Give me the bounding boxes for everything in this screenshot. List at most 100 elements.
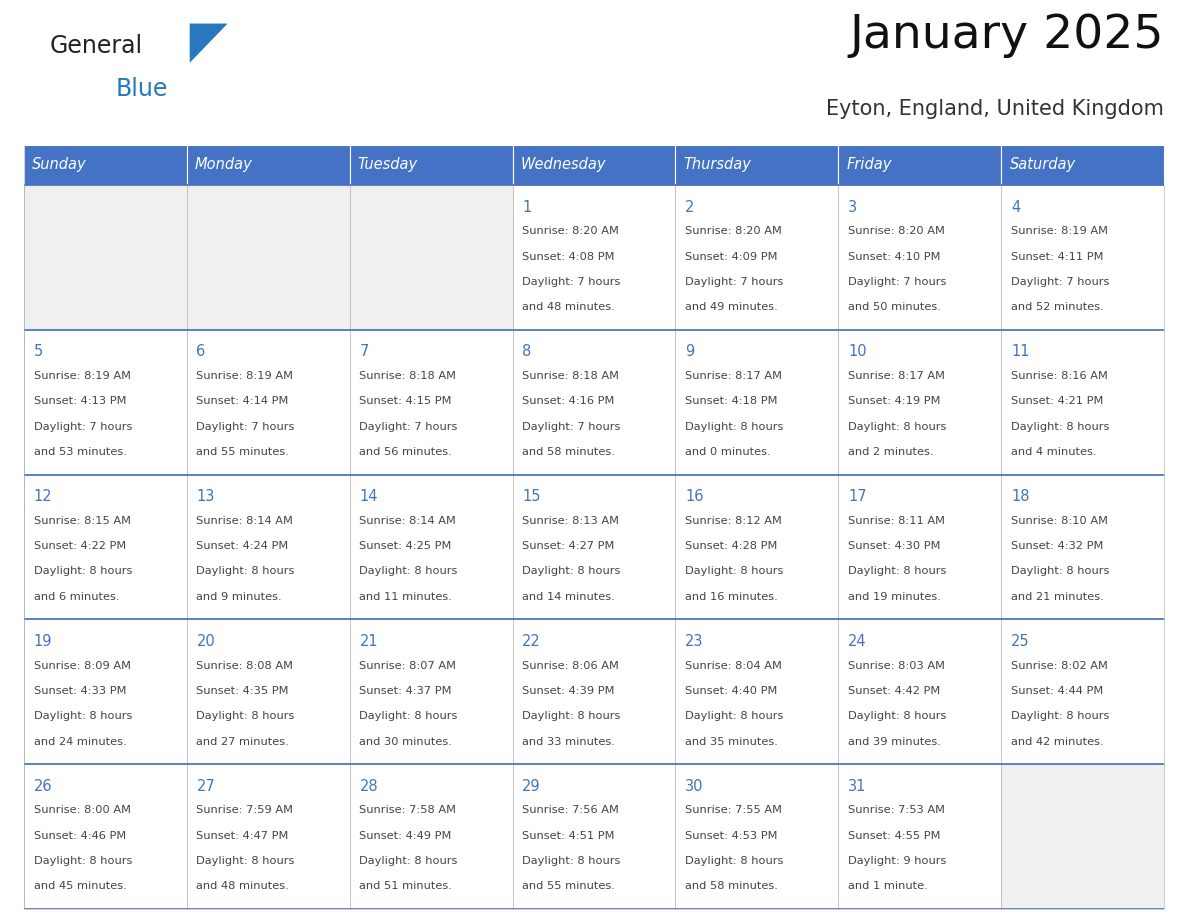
Text: Sunset: 4:51 PM: Sunset: 4:51 PM: [523, 831, 615, 841]
Text: Sunday: Sunday: [32, 157, 87, 173]
Text: 30: 30: [685, 778, 703, 793]
Text: Sunrise: 8:20 AM: Sunrise: 8:20 AM: [685, 227, 782, 236]
Bar: [349, 185, 512, 330]
Text: 25: 25: [1011, 633, 1030, 649]
Text: 20: 20: [196, 633, 215, 649]
Text: Sunset: 4:32 PM: Sunset: 4:32 PM: [1011, 542, 1104, 551]
Text: Daylight: 8 hours: Daylight: 8 hours: [33, 711, 132, 722]
Text: and 56 minutes.: and 56 minutes.: [360, 447, 453, 457]
Bar: [349, 764, 512, 909]
Bar: [24, 764, 187, 909]
Bar: [839, 145, 1001, 185]
Text: 26: 26: [33, 778, 52, 793]
Text: Daylight: 8 hours: Daylight: 8 hours: [523, 566, 620, 577]
Text: and 4 minutes.: and 4 minutes.: [1011, 447, 1097, 457]
Text: Daylight: 8 hours: Daylight: 8 hours: [685, 711, 784, 722]
Text: 29: 29: [523, 778, 541, 793]
Text: Daylight: 8 hours: Daylight: 8 hours: [1011, 566, 1110, 577]
Text: Daylight: 7 hours: Daylight: 7 hours: [196, 421, 295, 431]
Text: Daylight: 8 hours: Daylight: 8 hours: [848, 711, 947, 722]
Text: and 1 minute.: and 1 minute.: [848, 881, 928, 891]
Bar: [24, 330, 187, 475]
Text: Daylight: 8 hours: Daylight: 8 hours: [523, 711, 620, 722]
Text: Sunset: 4:13 PM: Sunset: 4:13 PM: [33, 397, 126, 407]
Text: Sunrise: 8:18 AM: Sunrise: 8:18 AM: [360, 371, 456, 381]
Bar: [676, 330, 839, 475]
Text: Sunrise: 8:00 AM: Sunrise: 8:00 AM: [33, 805, 131, 815]
Text: Blue: Blue: [115, 77, 168, 101]
Bar: [512, 764, 676, 909]
Text: and 49 minutes.: and 49 minutes.: [685, 302, 778, 312]
Bar: [1001, 145, 1164, 185]
Text: Sunrise: 8:08 AM: Sunrise: 8:08 AM: [196, 661, 293, 670]
Text: and 55 minutes.: and 55 minutes.: [523, 881, 615, 891]
Text: Daylight: 8 hours: Daylight: 8 hours: [360, 711, 457, 722]
Text: and 42 minutes.: and 42 minutes.: [1011, 736, 1104, 746]
Text: Sunrise: 8:14 AM: Sunrise: 8:14 AM: [196, 516, 293, 526]
Bar: [512, 620, 676, 764]
Text: Daylight: 8 hours: Daylight: 8 hours: [1011, 421, 1110, 431]
Text: and 9 minutes.: and 9 minutes.: [196, 592, 282, 602]
Text: Sunrise: 8:02 AM: Sunrise: 8:02 AM: [1011, 661, 1108, 670]
Text: and 14 minutes.: and 14 minutes.: [523, 592, 615, 602]
Bar: [512, 330, 676, 475]
Text: 24: 24: [848, 633, 867, 649]
Text: 12: 12: [33, 489, 52, 504]
Text: and 33 minutes.: and 33 minutes.: [523, 736, 615, 746]
Text: Daylight: 7 hours: Daylight: 7 hours: [848, 277, 947, 287]
Text: Sunrise: 8:17 AM: Sunrise: 8:17 AM: [685, 371, 782, 381]
Text: 14: 14: [360, 489, 378, 504]
Text: and 0 minutes.: and 0 minutes.: [685, 447, 771, 457]
Text: Sunrise: 8:13 AM: Sunrise: 8:13 AM: [523, 516, 619, 526]
Text: Monday: Monday: [195, 157, 253, 173]
Text: Sunrise: 8:09 AM: Sunrise: 8:09 AM: [33, 661, 131, 670]
Bar: [349, 475, 512, 620]
Text: 11: 11: [1011, 344, 1030, 359]
Text: Daylight: 8 hours: Daylight: 8 hours: [685, 421, 784, 431]
Text: and 51 minutes.: and 51 minutes.: [360, 881, 453, 891]
Text: 3: 3: [848, 199, 858, 215]
Text: Daylight: 7 hours: Daylight: 7 hours: [1011, 277, 1110, 287]
Text: Thursday: Thursday: [683, 157, 752, 173]
Text: 27: 27: [196, 778, 215, 793]
Bar: [24, 185, 187, 330]
Bar: [1001, 620, 1164, 764]
Text: and 48 minutes.: and 48 minutes.: [523, 302, 615, 312]
Text: 1: 1: [523, 199, 531, 215]
Text: Saturday: Saturday: [1010, 157, 1075, 173]
Text: Daylight: 8 hours: Daylight: 8 hours: [196, 566, 295, 577]
Text: and 58 minutes.: and 58 minutes.: [685, 881, 778, 891]
Text: 15: 15: [523, 489, 541, 504]
Text: Sunset: 4:49 PM: Sunset: 4:49 PM: [360, 831, 451, 841]
Text: Sunset: 4:21 PM: Sunset: 4:21 PM: [1011, 397, 1104, 407]
Bar: [349, 620, 512, 764]
Bar: [349, 145, 512, 185]
Text: Sunset: 4:53 PM: Sunset: 4:53 PM: [685, 831, 778, 841]
Text: Sunset: 4:27 PM: Sunset: 4:27 PM: [523, 542, 614, 551]
Text: Daylight: 7 hours: Daylight: 7 hours: [523, 421, 620, 431]
Text: Daylight: 8 hours: Daylight: 8 hours: [360, 566, 457, 577]
Text: 8: 8: [523, 344, 531, 359]
Text: 4: 4: [1011, 199, 1020, 215]
Bar: [676, 620, 839, 764]
Bar: [187, 330, 349, 475]
Text: Daylight: 9 hours: Daylight: 9 hours: [848, 856, 947, 866]
Text: 7: 7: [360, 344, 368, 359]
Text: Sunrise: 7:56 AM: Sunrise: 7:56 AM: [523, 805, 619, 815]
Text: Sunrise: 8:19 AM: Sunrise: 8:19 AM: [196, 371, 293, 381]
Text: Sunset: 4:10 PM: Sunset: 4:10 PM: [848, 252, 941, 262]
Bar: [187, 185, 349, 330]
Text: Sunset: 4:40 PM: Sunset: 4:40 PM: [685, 686, 778, 696]
Bar: [24, 145, 187, 185]
Text: Sunset: 4:08 PM: Sunset: 4:08 PM: [523, 252, 615, 262]
Bar: [512, 145, 676, 185]
Text: Daylight: 7 hours: Daylight: 7 hours: [33, 421, 132, 431]
Text: Sunset: 4:39 PM: Sunset: 4:39 PM: [523, 686, 615, 696]
Text: 22: 22: [523, 633, 541, 649]
Text: 17: 17: [848, 489, 867, 504]
Text: 18: 18: [1011, 489, 1030, 504]
Text: and 39 minutes.: and 39 minutes.: [848, 736, 941, 746]
Bar: [24, 475, 187, 620]
Bar: [676, 764, 839, 909]
Text: and 19 minutes.: and 19 minutes.: [848, 592, 941, 602]
